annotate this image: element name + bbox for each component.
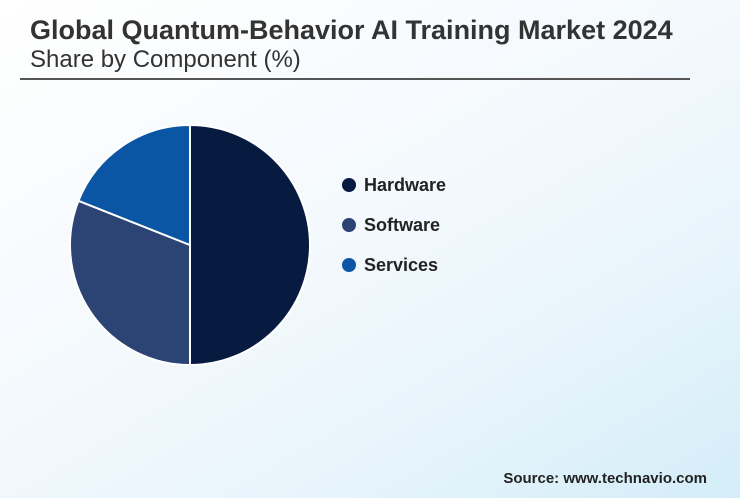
legend-label-services: Services xyxy=(364,254,439,275)
legend-marker-software xyxy=(342,218,356,232)
legend-marker-services xyxy=(342,258,356,272)
legend-label-hardware: Hardware xyxy=(364,174,447,195)
legend-item-hardware: Hardware xyxy=(342,173,446,197)
legend-marker-hardware xyxy=(342,178,356,192)
legend-label-software: Software xyxy=(364,214,441,235)
legend-item-services: Services xyxy=(342,253,446,277)
chart-header: Global Quantum-Behavior AI Training Mark… xyxy=(30,14,673,74)
chart-subtitle: Share by Component (%) xyxy=(30,46,301,73)
legend-item-software: Software xyxy=(342,213,446,237)
chart-legend: Hardware Software Services xyxy=(342,173,446,293)
pie-slice-services xyxy=(77,123,191,247)
title-divider xyxy=(20,78,690,80)
pie-slice-hardware xyxy=(189,123,311,367)
chart-title: Global Quantum-Behavior AI Training Mark… xyxy=(30,15,673,45)
source-credit: Source: www.technavio.com xyxy=(503,470,707,487)
pie-slice-software xyxy=(69,199,191,367)
